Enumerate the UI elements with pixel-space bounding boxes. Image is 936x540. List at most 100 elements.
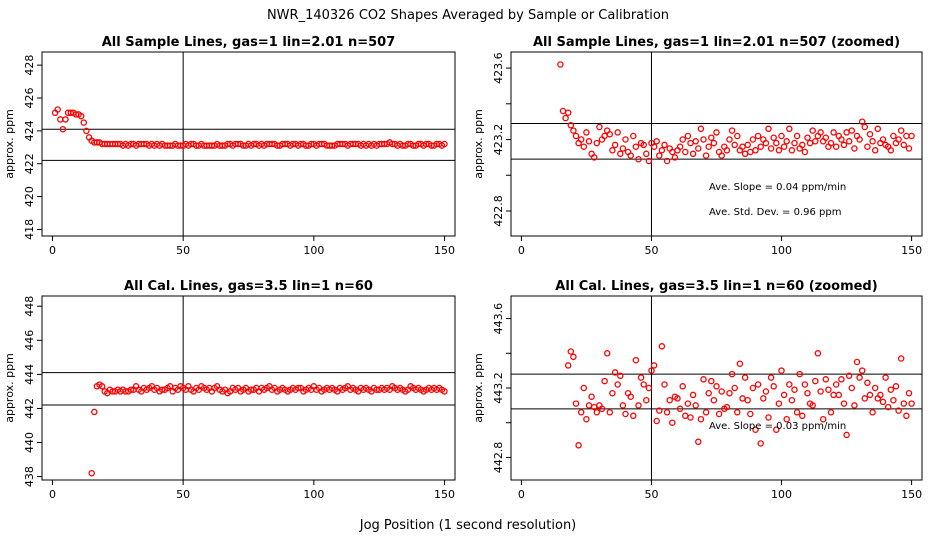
data-point xyxy=(671,154,679,161)
data-point xyxy=(692,402,699,409)
data-point xyxy=(793,409,801,416)
data-point xyxy=(570,127,577,134)
data-point xyxy=(684,132,692,140)
data-point xyxy=(832,381,840,388)
data-point xyxy=(840,141,848,149)
data-point xyxy=(760,395,767,402)
data-point xyxy=(557,61,564,68)
data-point xyxy=(562,114,569,122)
data-point xyxy=(700,376,707,383)
data-point xyxy=(577,136,585,143)
data-point xyxy=(843,431,850,439)
plot-frame xyxy=(41,51,456,237)
data-point xyxy=(741,374,749,381)
data-point xyxy=(856,136,863,143)
data-point xyxy=(564,362,572,369)
data-point xyxy=(812,138,819,145)
data-point xyxy=(88,469,95,477)
data-point xyxy=(614,381,621,388)
data-point xyxy=(650,143,658,150)
data-point xyxy=(632,356,640,364)
data-point xyxy=(708,377,715,385)
data-point xyxy=(606,130,614,138)
data-point xyxy=(767,145,775,152)
data-point xyxy=(871,384,879,392)
panel-title: All Sample Lines, gas=1 lin=2.01 n=507 (… xyxy=(533,35,900,50)
data-point xyxy=(895,136,902,143)
data-point xyxy=(773,139,780,147)
data-point xyxy=(757,440,764,447)
data-point xyxy=(723,403,731,411)
data-point xyxy=(796,370,803,378)
data-point xyxy=(890,396,897,404)
data-point xyxy=(697,125,705,133)
data-point xyxy=(851,402,858,409)
data-point xyxy=(606,409,614,416)
data-point xyxy=(54,106,61,113)
data-point xyxy=(77,112,85,120)
data-point xyxy=(689,391,697,399)
data-point xyxy=(749,384,757,392)
data-point xyxy=(710,396,718,404)
data-point xyxy=(799,141,806,149)
data-point xyxy=(793,132,801,140)
data-point xyxy=(871,147,879,154)
data-point xyxy=(770,383,777,390)
data-point xyxy=(588,393,595,400)
data-point xyxy=(627,152,634,159)
data-point xyxy=(754,132,762,140)
data-point xyxy=(734,409,741,416)
data-point xyxy=(887,386,895,393)
data-point xyxy=(762,139,770,147)
y-tick-label: 420 xyxy=(23,186,36,207)
data-point xyxy=(884,403,892,411)
data-point xyxy=(874,125,882,133)
data-point xyxy=(695,145,702,152)
data-point xyxy=(892,383,900,390)
data-point xyxy=(718,152,725,159)
data-point xyxy=(788,396,796,404)
data-point xyxy=(744,141,751,149)
data-point xyxy=(441,388,448,395)
data-point xyxy=(799,412,806,420)
y-tick-label: 423.2 xyxy=(492,124,505,156)
data-point xyxy=(905,145,913,152)
data-point xyxy=(596,123,603,131)
data-point xyxy=(744,396,751,404)
data-point xyxy=(747,148,754,156)
data-point xyxy=(866,391,874,399)
data-point xyxy=(734,132,741,140)
data-point xyxy=(83,127,90,135)
data-point xyxy=(908,132,915,140)
data-point xyxy=(648,367,655,374)
data-point xyxy=(809,402,816,409)
data-point xyxy=(767,374,775,381)
data-point xyxy=(700,136,707,143)
data-point xyxy=(567,348,575,355)
data-point xyxy=(715,410,723,418)
data-point xyxy=(845,138,853,145)
data-point xyxy=(619,145,627,152)
data-points xyxy=(88,381,448,477)
data-point xyxy=(780,143,788,150)
x-tick-label: 0 xyxy=(518,244,525,257)
data-point xyxy=(838,376,845,383)
data-point xyxy=(830,129,837,136)
data-point xyxy=(570,353,577,361)
y-tick-label: 428 xyxy=(23,55,36,76)
data-point xyxy=(788,147,796,154)
annotation: Ave. Slope = 0.03 ppm/min xyxy=(709,421,846,432)
data-point xyxy=(609,389,616,397)
data-point xyxy=(705,389,712,397)
panel-title: All Cal. Lines, gas=3.5 lin=1 n=60 (zoom… xyxy=(555,279,877,294)
y-tick-label: 438 xyxy=(23,466,36,487)
data-point xyxy=(713,129,720,136)
data-point xyxy=(666,396,673,404)
y-tick-label: 443.6 xyxy=(492,303,505,335)
data-point xyxy=(890,132,897,140)
data-point xyxy=(653,138,660,145)
data-point xyxy=(827,139,835,147)
data-point xyxy=(752,147,759,154)
data-point xyxy=(718,388,725,395)
